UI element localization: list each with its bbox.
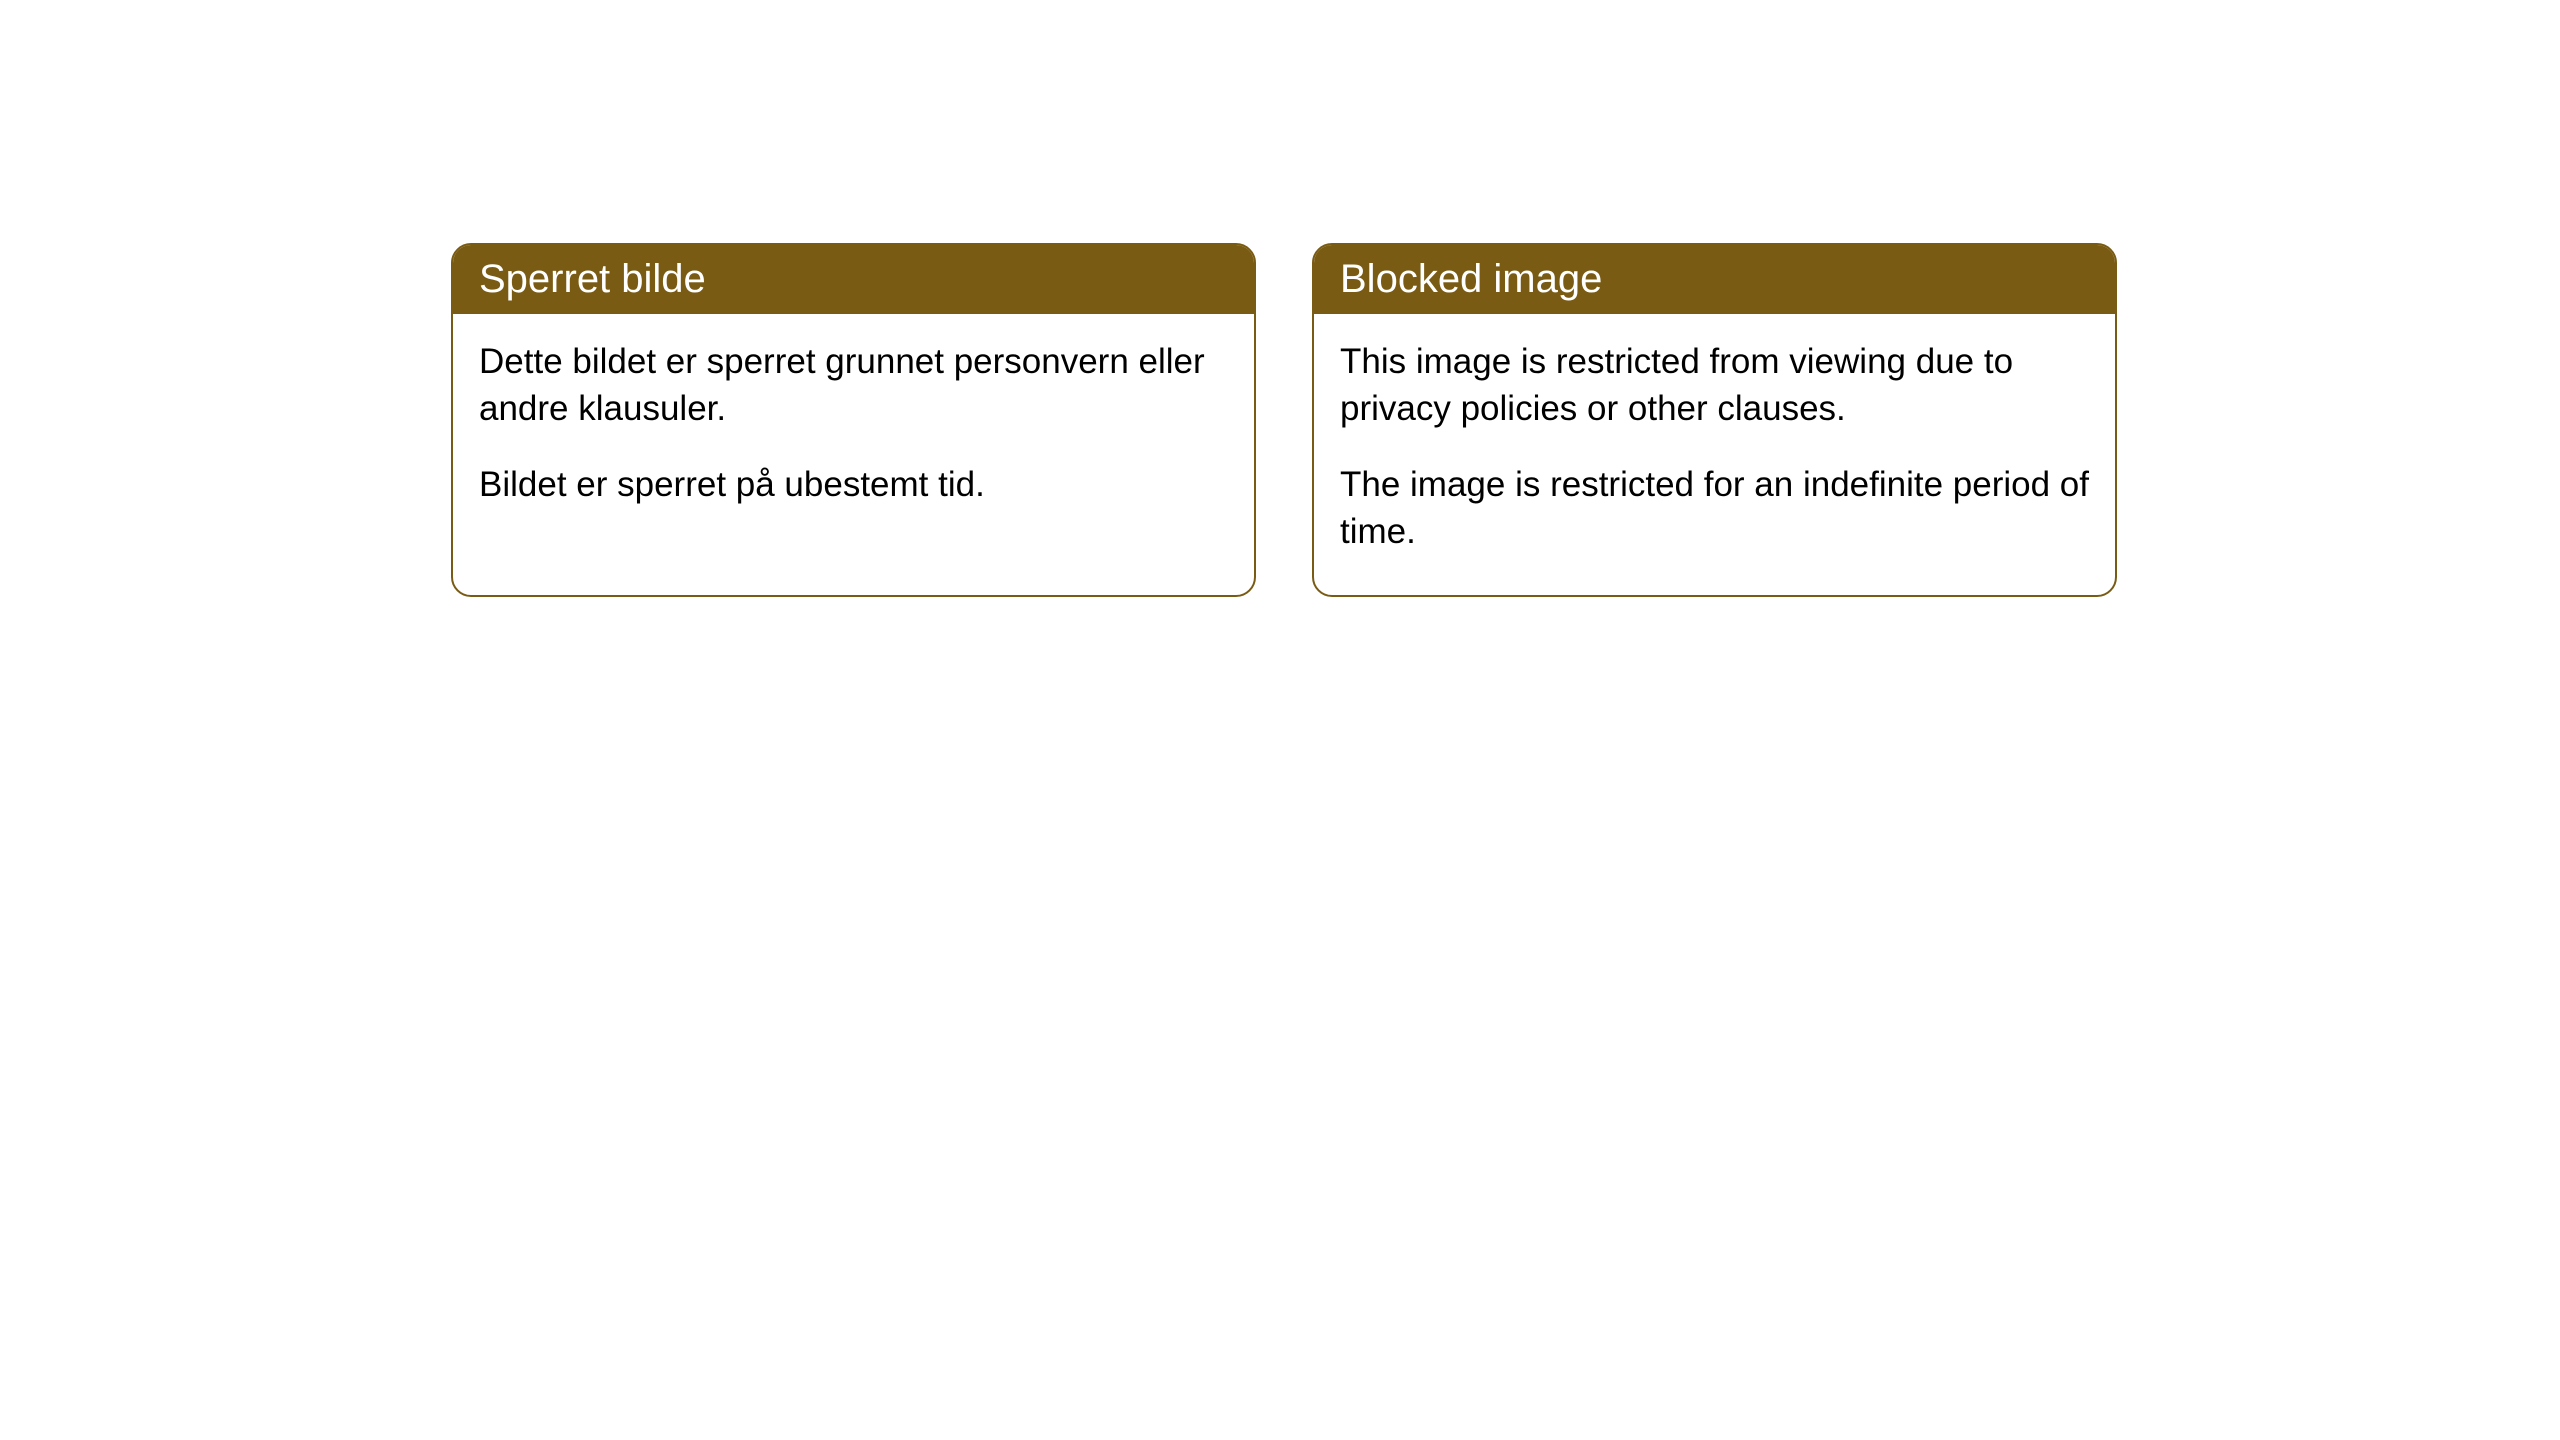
card-header: Blocked image	[1314, 245, 2115, 314]
notice-card-norwegian: Sperret bilde Dette bildet er sperret gr…	[451, 243, 1256, 597]
card-body: Dette bildet er sperret grunnet personve…	[453, 314, 1254, 548]
card-title: Blocked image	[1340, 257, 1602, 301]
card-paragraph: This image is restricted from viewing du…	[1340, 338, 2089, 433]
card-title: Sperret bilde	[479, 257, 706, 301]
card-paragraph: Bildet er sperret på ubestemt tid.	[479, 461, 1228, 508]
card-header: Sperret bilde	[453, 245, 1254, 314]
notice-container: Sperret bilde Dette bildet er sperret gr…	[451, 243, 2117, 597]
notice-card-english: Blocked image This image is restricted f…	[1312, 243, 2117, 597]
card-paragraph: The image is restricted for an indefinit…	[1340, 461, 2089, 556]
card-paragraph: Dette bildet er sperret grunnet personve…	[479, 338, 1228, 433]
card-body: This image is restricted from viewing du…	[1314, 314, 2115, 595]
